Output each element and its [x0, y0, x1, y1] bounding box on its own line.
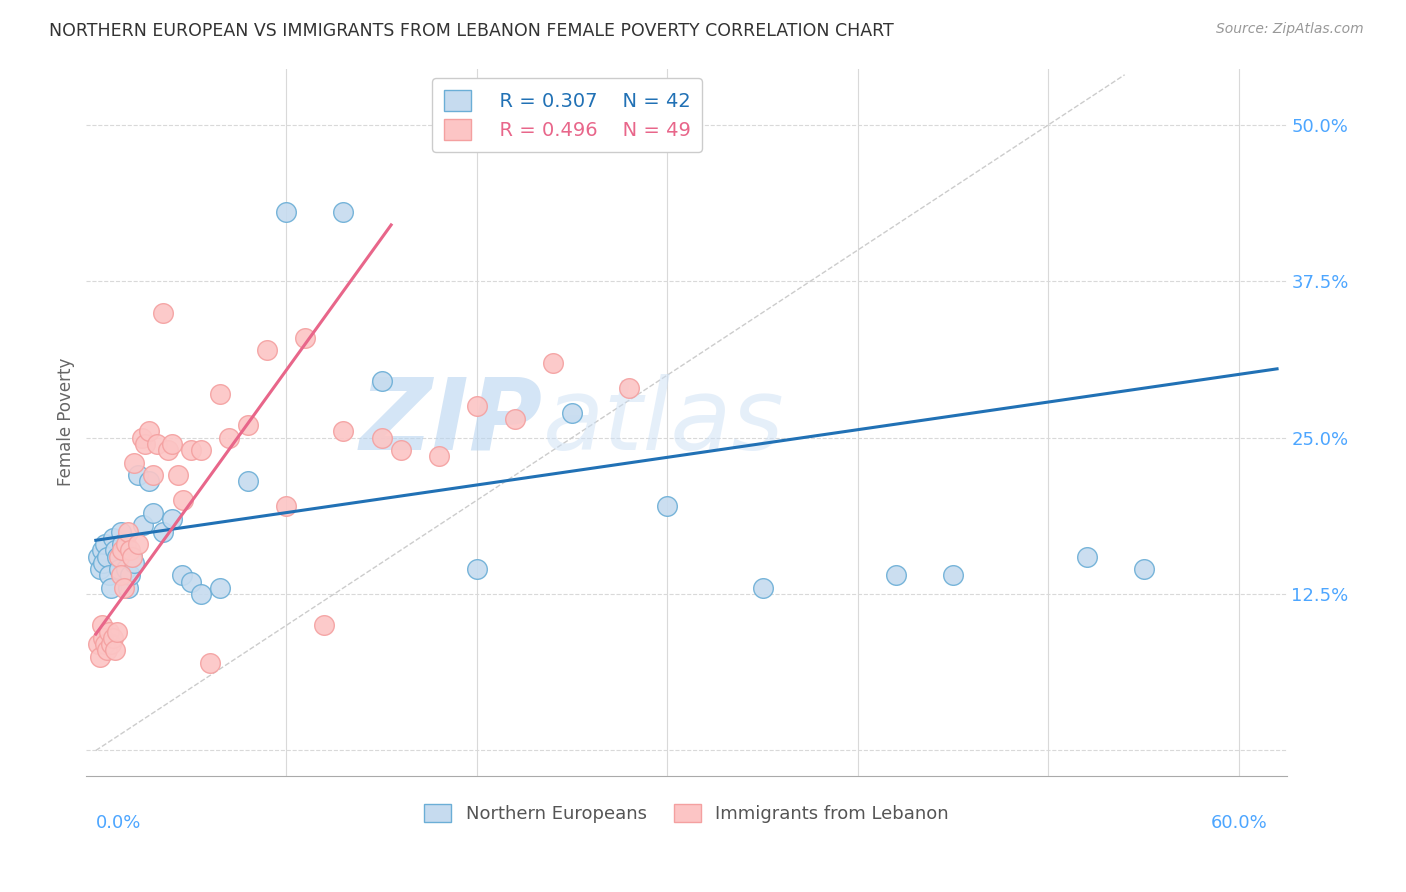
Point [208, 387, 231, 401]
Point [332, 205, 354, 219]
Point [120, 568, 142, 582]
Point [218, 431, 240, 445]
Point [157, 443, 180, 458]
Point [122, 556, 145, 570]
Point [1132, 562, 1154, 576]
Point [115, 537, 138, 551]
Point [152, 524, 174, 539]
Text: 0.0%: 0.0% [96, 814, 141, 832]
Text: 60.0%: 60.0% [1211, 814, 1267, 832]
Point [180, 443, 202, 458]
Point [107, 562, 129, 576]
Point [172, 493, 194, 508]
Point [115, 562, 138, 576]
Point [110, 524, 132, 539]
Point [170, 568, 193, 582]
Point [332, 425, 354, 439]
Point [117, 581, 139, 595]
Point [96, 643, 118, 657]
Point [152, 305, 174, 319]
Point [89, 562, 111, 576]
Point [884, 568, 907, 582]
Point [110, 568, 132, 582]
Point [98, 568, 121, 582]
Point [93, 631, 115, 645]
Point [100, 637, 122, 651]
Point [104, 643, 127, 657]
Point [190, 443, 212, 458]
Point [111, 537, 134, 551]
Point [751, 581, 773, 595]
Point [389, 443, 412, 458]
Point [160, 512, 183, 526]
Text: atlas: atlas [543, 374, 785, 470]
Point [127, 537, 149, 551]
Point [238, 475, 260, 489]
Point [138, 475, 160, 489]
Point [127, 468, 149, 483]
Point [96, 549, 118, 564]
Point [98, 624, 121, 639]
Point [208, 581, 231, 595]
Point [276, 500, 298, 514]
Point [94, 537, 117, 551]
Point [93, 556, 115, 570]
Point [104, 543, 127, 558]
Text: Source: ZipAtlas.com: Source: ZipAtlas.com [1216, 22, 1364, 37]
Point [87, 549, 110, 564]
Point [122, 456, 145, 470]
Point [142, 468, 165, 483]
Point [94, 637, 117, 651]
Point [657, 500, 679, 514]
Point [107, 549, 129, 564]
Point [503, 412, 526, 426]
Point [180, 574, 202, 589]
Point [276, 205, 298, 219]
Y-axis label: Female Poverty: Female Poverty [58, 358, 75, 486]
Point [1076, 549, 1098, 564]
Point [294, 330, 316, 344]
Point [117, 524, 139, 539]
Point [112, 543, 135, 558]
Point [105, 549, 128, 564]
Point [111, 543, 134, 558]
Point [112, 581, 135, 595]
Point [427, 450, 450, 464]
Point [87, 637, 110, 651]
Point [105, 624, 128, 639]
Point [465, 400, 488, 414]
Point [190, 587, 212, 601]
Point [198, 656, 221, 670]
Point [121, 549, 143, 564]
Point [90, 618, 112, 632]
Point [541, 355, 564, 369]
Point [561, 406, 583, 420]
Legend: Northern Europeans, Immigrants from Lebanon: Northern Europeans, Immigrants from Leba… [416, 797, 956, 830]
Point [146, 437, 169, 451]
Point [101, 631, 124, 645]
Point [465, 562, 488, 576]
Point [370, 431, 392, 445]
Point [131, 431, 153, 445]
Point [134, 437, 156, 451]
Point [89, 649, 111, 664]
Point [166, 468, 188, 483]
Text: ZIP: ZIP [360, 374, 543, 470]
Point [619, 381, 641, 395]
Point [121, 549, 143, 564]
Point [314, 618, 336, 632]
Point [160, 437, 183, 451]
Point [120, 543, 142, 558]
Point [142, 506, 165, 520]
Point [100, 581, 122, 595]
Point [90, 543, 112, 558]
Point [256, 343, 278, 357]
Point [942, 568, 965, 582]
Point [238, 418, 260, 433]
Point [138, 425, 160, 439]
Point [101, 531, 124, 545]
Text: NORTHERN EUROPEAN VS IMMIGRANTS FROM LEBANON FEMALE POVERTY CORRELATION CHART: NORTHERN EUROPEAN VS IMMIGRANTS FROM LEB… [49, 22, 894, 40]
Point [370, 375, 392, 389]
Point [132, 518, 155, 533]
